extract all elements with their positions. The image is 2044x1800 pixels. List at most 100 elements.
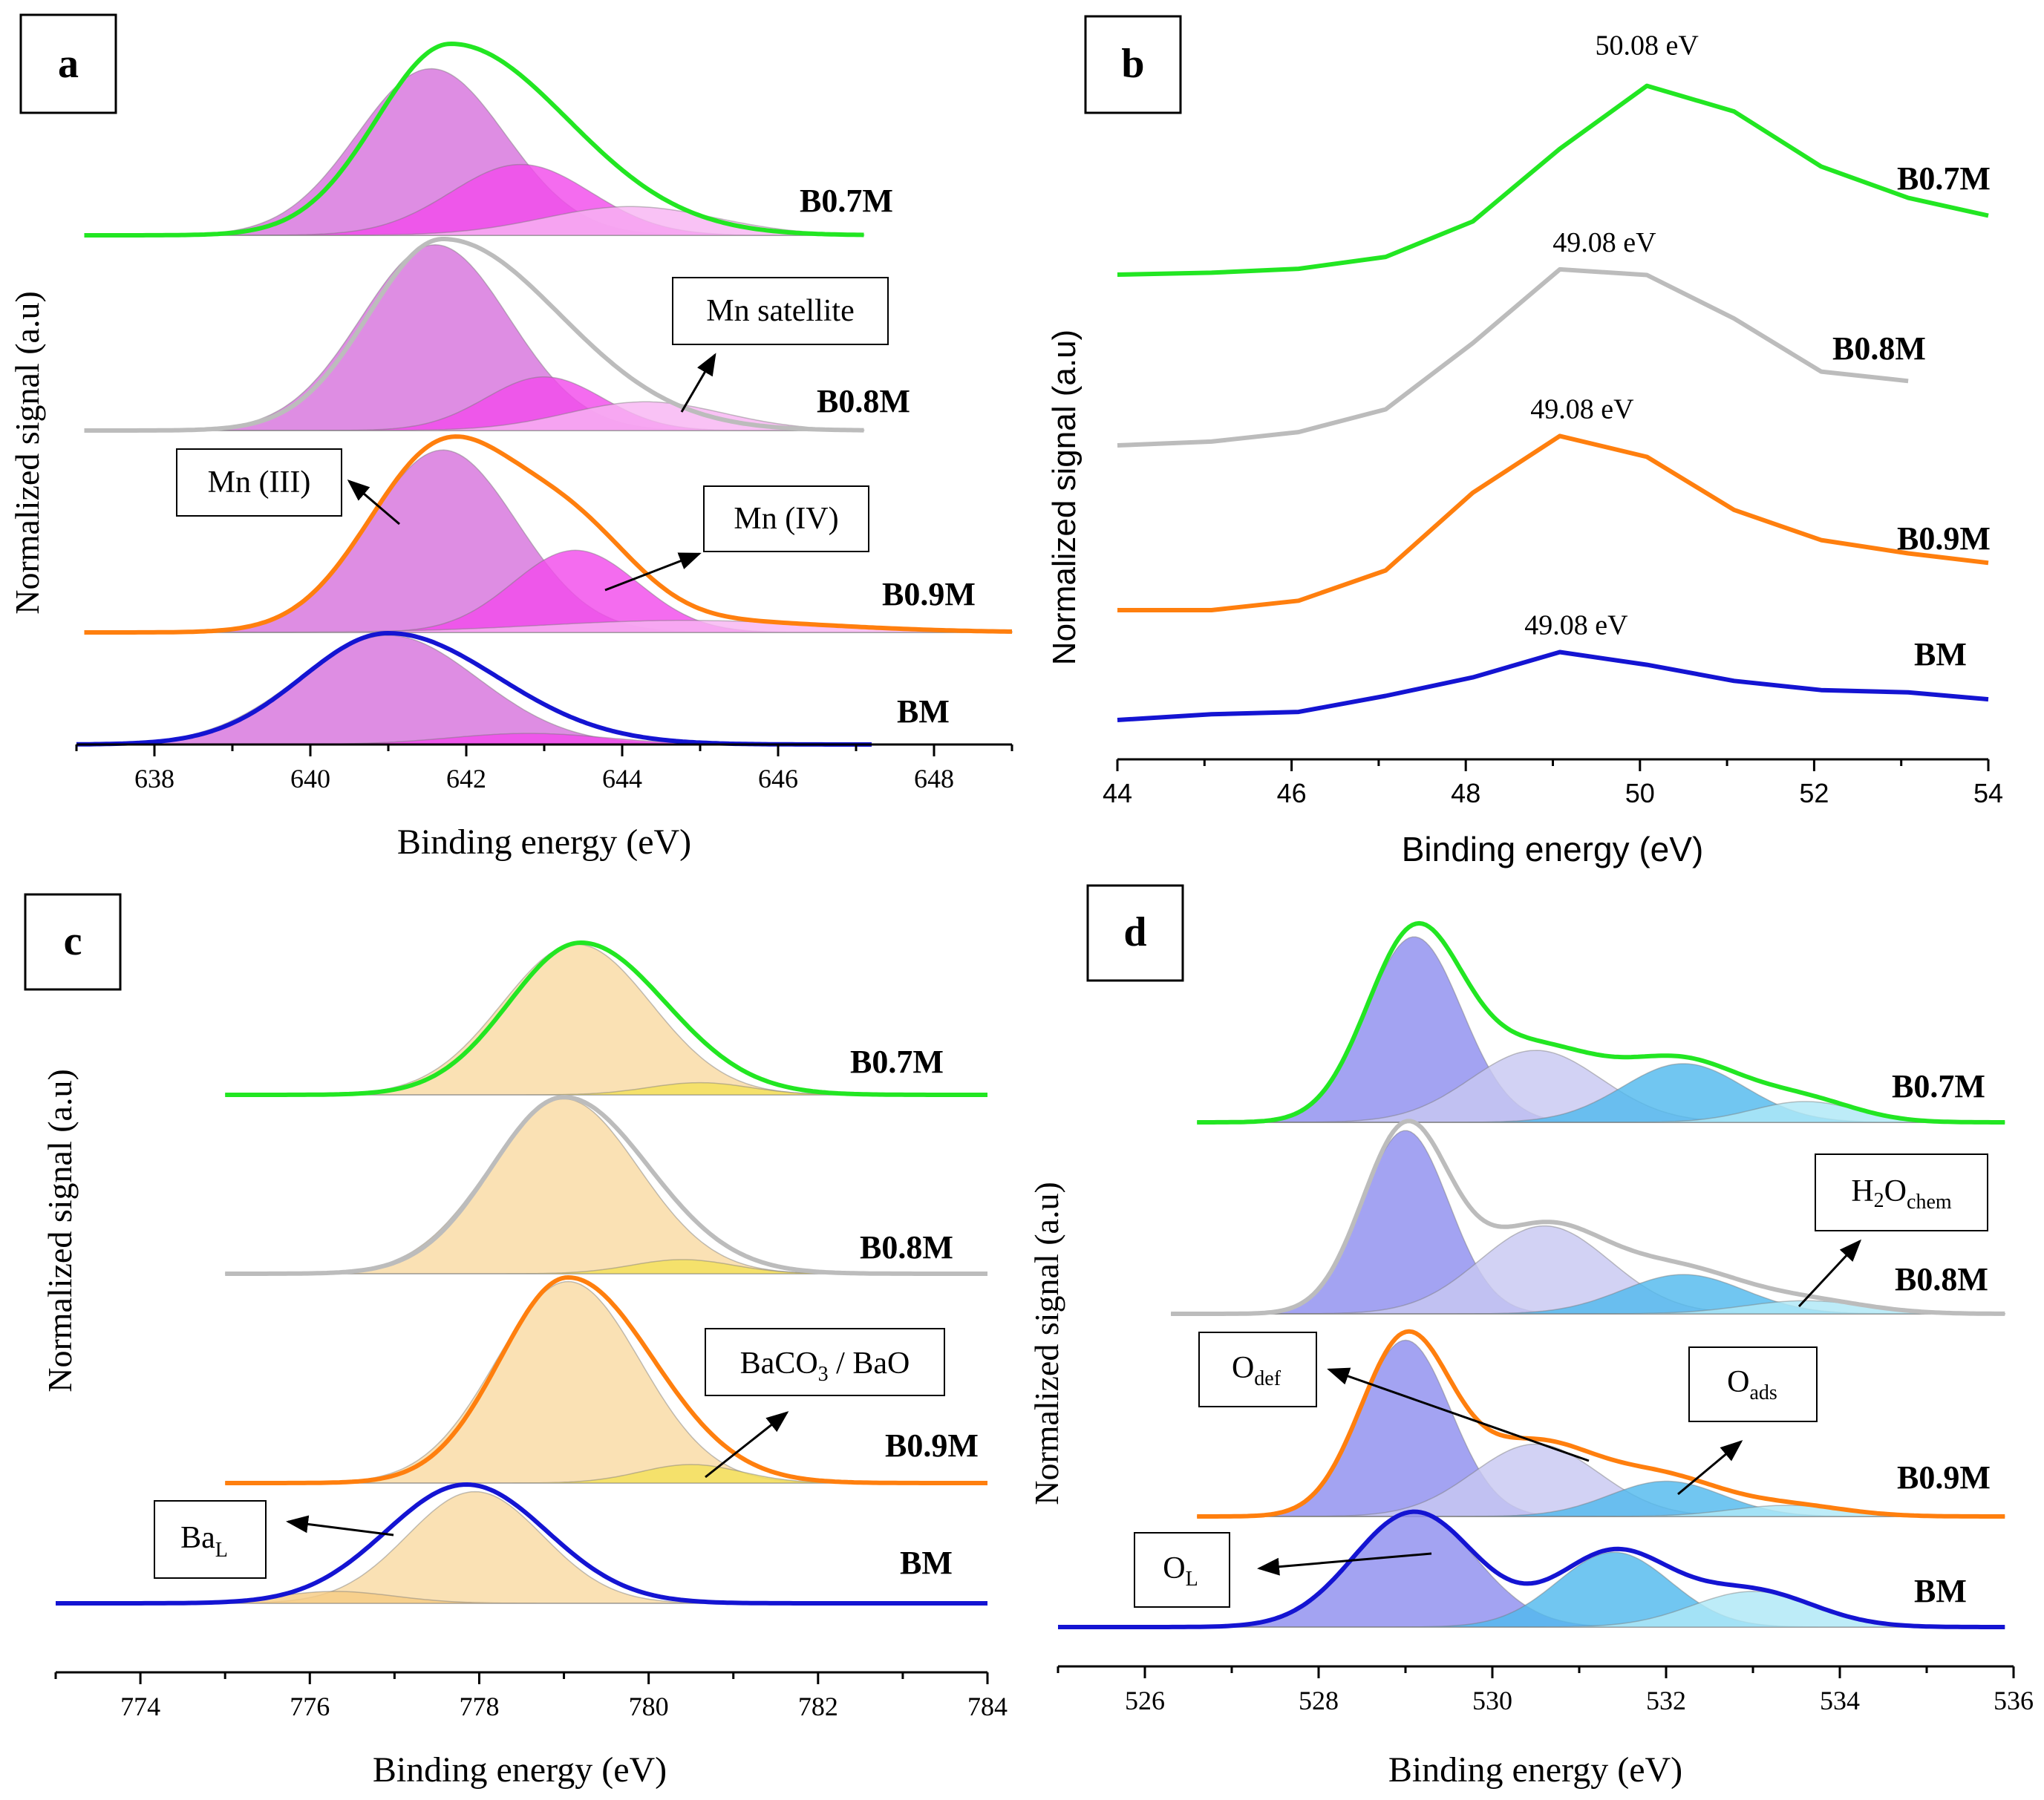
panel-c-plot-area [56,940,987,1606]
series-bm-line [1117,649,1989,722]
panel-b-letter-box [1084,15,1182,114]
panel-d: 526 528 530 532 534 536 Binding energy (eV) N… [1028,884,2034,1790]
series-b07m-group [84,42,865,238]
tick-label-536: 536 [1994,1686,2034,1715]
panel-c: 774 776 778 780 782 784 Binding energy (eV) N… [24,893,1008,1790]
panel-d-label-bm: BM [1914,1573,1967,1609]
series-b08m-line [1171,1119,2005,1316]
series-b09m-group [1197,1329,2005,1519]
annotation-bal-box [154,1500,267,1579]
panel-d-letter: d [1123,909,1146,955]
panel-a-label-bm: BM [897,693,950,730]
series-b09m-line [225,1275,987,1485]
series-b08m-group [84,237,865,433]
panel-b-label-b08m: B0.8M [1832,330,1926,367]
annotation-h2o-box [1815,1153,1988,1231]
panel-c-letter-box [24,893,122,991]
arrow-oads [1677,1440,1743,1496]
annotation-baco3: BaCO3 / BaO [740,1346,910,1386]
panel-b-label-b07m: B0.7M [1897,160,1991,197]
tick-label-528: 528 [1299,1686,1339,1715]
tick-label-52: 52 [1799,778,1829,808]
tick-label-44: 44 [1103,778,1132,808]
arrow-mn-iv [604,552,702,592]
peak-label-b08m: 49.08 eV [1552,227,1656,258]
series-b09m-line [84,434,1012,635]
panel-b-plot-area: 50.08 eV 49.08 eV 49.08 eV 49.08 eV [1117,30,1989,722]
arrow-ol [1257,1552,1432,1576]
series-b09m-line [1117,433,1989,612]
panel-a-letter-box [19,13,117,114]
annotation-mn-iv: Mn (IV) [734,502,838,536]
annotation-h2o: H2Ochem [1851,1174,1952,1214]
panel-b-label-b09m: B0.9M [1897,520,1991,557]
panel-d-label-b08m: B0.8M [1895,1261,1988,1297]
panel-c-letter: c [64,918,82,964]
series-bm-line [56,1482,987,1606]
annotation-odef-box [1198,1332,1317,1407]
panel-b-letter: b [1121,41,1144,87]
annotation-mn-iv-box [703,485,869,552]
tick-label-534: 534 [1820,1686,1860,1715]
panel-b: 50.08 eV 49.08 eV 49.08 eV 49.08 eV 44 46 48 5… [1046,15,2003,868]
tick-label-644: 644 [602,764,642,793]
panel-c-ylabel: Normalized signal (a.u) [41,1069,79,1392]
component-b08m-2 [1171,1225,2005,1315]
panel-d-plot-area [1058,920,2006,1629]
series-b07m-line [84,42,864,238]
annotation-mn-satellite: Mn satellite [706,294,854,328]
panel-d-label-b07m: B0.7M [1892,1068,1985,1104]
series-b08m-group [1171,1119,2006,1316]
panel-a-letter: a [58,41,79,87]
series-b07m-group [1197,920,2005,1125]
tick-label-648: 648 [914,764,954,793]
series-bm-line [1058,1509,2005,1629]
panel-a: 638 640 642 644 646 648 Binding energy (eV) N… [8,13,1013,862]
panel-c-label-b09m: B0.9M [885,1427,979,1464]
series-b07m-line [225,940,987,1097]
panel-c-xlabel: Binding energy (eV) [373,1750,667,1790]
tick-label-50: 50 [1625,778,1655,808]
series-b09m-group [225,1275,987,1485]
panel-a-label-b08m: B0.8M [817,383,910,419]
tick-label-778: 778 [459,1692,499,1721]
annotation-ol: OL [1163,1551,1198,1591]
component-bm-1 [76,635,872,745]
panel-b-ylabel: Normalized signal (a.u) [1046,330,1083,665]
arrow-odef [1327,1367,1590,1462]
panel-b-xlabel: Binding energy (eV) [1402,830,1704,868]
annotation-bal: BaL [180,1521,228,1562]
tick-label-640: 640 [290,764,330,793]
panel-c-label-b08m: B0.8M [860,1229,953,1266]
panel-a-label-b07m: B0.7M [800,183,893,219]
tick-label-776: 776 [290,1692,330,1721]
arrow-mn-iii [347,480,400,526]
panel-a-ylabel: Normalized signal (a.u) [8,291,46,615]
panel-d-x-ticks: 526 528 530 532 534 536 [1057,1666,2034,1715]
panel-d-ylabel: Normalized signal (a.u) [1028,1182,1065,1505]
peak-label-b07m: 50.08 eV [1596,30,1699,62]
panel-a-plot-area [76,42,1013,747]
component-b09m-2 [84,549,1012,633]
series-b08m-line [84,237,864,433]
panel-d-xlabel: Binding energy (eV) [1388,1750,1682,1790]
series-b09m-group [84,434,1013,635]
arrow-bal [286,1515,394,1536]
tick-label-642: 642 [446,764,486,793]
peak-label-b09m: 49.08 eV [1530,393,1634,425]
series-b08m-line [225,1095,987,1276]
series-b08m-line [1117,266,1909,448]
tick-label-526: 526 [1125,1686,1165,1715]
annotation-mn-iii: Mn (III) [208,465,311,500]
panel-a-x-ticks: 638 640 642 644 646 648 [75,744,1013,793]
annotation-baco3-box [705,1328,945,1396]
peak-label-bm: 49.08 eV [1524,610,1628,641]
tick-label-530: 530 [1472,1686,1512,1715]
panel-c-label-b07m: B0.7M [850,1044,944,1080]
tick-label-646: 646 [758,764,798,793]
tick-label-784: 784 [967,1692,1008,1721]
tick-label-54: 54 [1973,778,2003,808]
annotation-odef: Odef [1232,1351,1281,1390]
tick-label-782: 782 [798,1692,838,1721]
